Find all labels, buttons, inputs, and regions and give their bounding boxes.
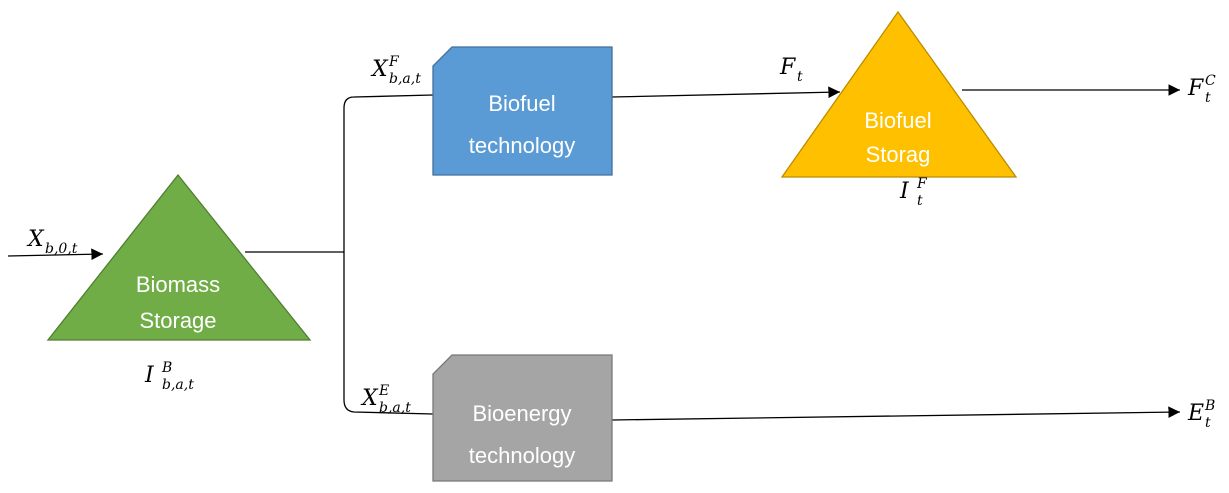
input-arrow xyxy=(7,248,104,261)
label-sup: E xyxy=(378,383,389,399)
label-base: E xyxy=(1187,401,1204,426)
label-sub: t xyxy=(797,69,803,85)
label-sub: t xyxy=(1205,90,1211,106)
biofuel-tech-shape xyxy=(432,46,613,176)
node-text: Storage xyxy=(139,308,216,333)
label-base: F xyxy=(779,55,796,80)
splitter xyxy=(343,94,434,415)
label-base: I xyxy=(899,179,910,204)
arrow xyxy=(611,406,1181,421)
node-text: Biomass xyxy=(136,272,220,297)
label-sup: F xyxy=(916,176,928,192)
node-text: Biofuel xyxy=(488,91,555,116)
label-sup: F xyxy=(388,54,400,70)
bioenergy-tech-shape xyxy=(432,354,613,482)
math-label: Xb,0,t xyxy=(26,227,78,257)
label-sup: C xyxy=(1205,73,1216,89)
node-text: Bioenergy xyxy=(472,401,571,426)
label-base: I xyxy=(144,363,155,388)
label-sub: t xyxy=(1205,415,1211,431)
biofuel-storage-shape xyxy=(780,10,1018,178)
label-base: X xyxy=(26,227,45,252)
biomass-storage-shape xyxy=(46,173,312,341)
node-text: Biofuel xyxy=(864,108,931,133)
math-label: EB t xyxy=(1187,398,1215,431)
label-sub: b,a,t xyxy=(389,71,421,87)
label-base: X xyxy=(370,57,389,82)
math-label: XF b,a,t xyxy=(370,54,421,87)
node-text: Storag xyxy=(866,142,931,167)
node-text: technology xyxy=(469,443,575,468)
label-sub: b,0,t xyxy=(45,241,78,257)
label-base: X xyxy=(360,386,379,411)
node-text: technology xyxy=(469,133,575,158)
label-sub: b,a,t xyxy=(379,400,411,416)
label-sup: B xyxy=(161,360,172,376)
math-label: XE b,a,t xyxy=(360,383,411,416)
label-sup: B xyxy=(1204,398,1215,414)
label-sub: t xyxy=(917,193,923,209)
label-sub: b,a,t xyxy=(162,377,194,393)
label-base: F xyxy=(1187,76,1204,101)
arrow xyxy=(611,86,841,99)
